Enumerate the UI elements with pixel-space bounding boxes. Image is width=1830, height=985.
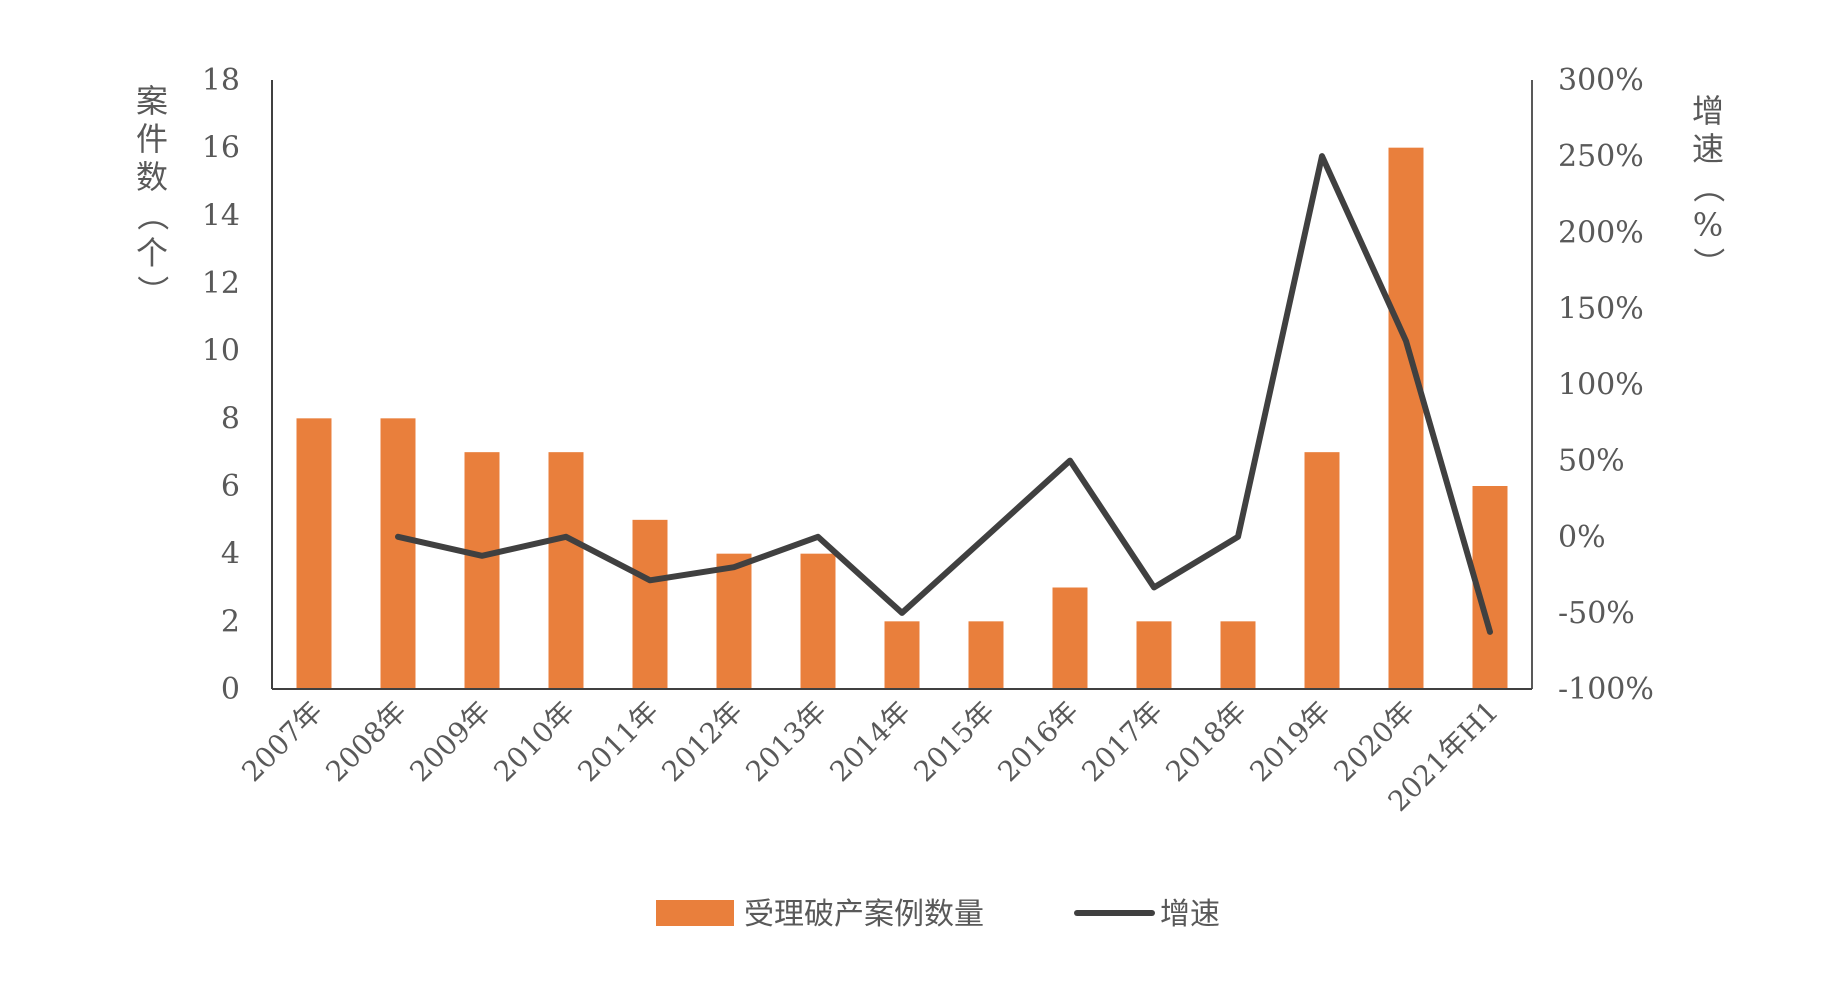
axis-title-char: （ (1689, 171, 1727, 203)
axis-title-char: 案 (136, 82, 168, 120)
growth-point-14 (1487, 629, 1493, 635)
y2-tick-label: 150% (1558, 291, 1644, 326)
bar-1 (380, 418, 416, 689)
right-axis-ticks: -100% -50% 0% 50% 100% 150% 200% 250% 300% (1558, 63, 1654, 707)
axis-title-char: ） (133, 275, 171, 307)
x-tick-label: 2007年 (235, 695, 329, 789)
y-tick-label: 2 (221, 604, 240, 639)
y2-tick-label: 0% (1558, 520, 1606, 555)
bar-5 (716, 553, 752, 689)
growth-point-8 (983, 534, 989, 540)
growth-point-11 (1235, 534, 1241, 540)
x-tick-label: 2010年 (487, 695, 581, 789)
x-tick-label: 2012年 (655, 695, 749, 789)
y-tick-label: 12 (202, 266, 240, 301)
bar-3 (548, 452, 584, 689)
bar-4 (632, 519, 668, 689)
y2-tick-label: -50% (1558, 596, 1635, 631)
growth-point-6 (815, 534, 821, 540)
x-tick-label: 2011年 (571, 695, 665, 789)
line-series (395, 153, 1493, 635)
axis-title-char: 增 (1692, 92, 1724, 130)
growth-point-10 (1151, 584, 1157, 590)
y-tick-label: 14 (202, 198, 240, 233)
legend-bar-swatch (656, 900, 734, 926)
x-axis-ticks: 2007年2008年2009年2010年2011年2012年2013年2014年… (235, 695, 1505, 818)
axis-title-char: （ (133, 199, 171, 231)
bar-11 (1220, 621, 1256, 689)
y-tick-label: 16 (202, 131, 240, 166)
y2-tick-label: -100% (1558, 672, 1654, 707)
x-tick-label: 2017年 (1075, 695, 1169, 789)
growth-point-4 (647, 577, 653, 583)
left-axis-ticks: 0 2 4 6 8 10 12 14 16 18 (202, 63, 240, 707)
axis-title-char: ） (1689, 247, 1727, 279)
y-tick-label: 6 (221, 469, 240, 504)
growth-point-5 (731, 564, 737, 570)
x-tick-label: 2014年 (823, 695, 917, 789)
legend: 受理破产案例数量 增速 (656, 897, 1220, 932)
y2-tick-label: 200% (1558, 215, 1644, 250)
x-tick-label: 2013年 (739, 695, 833, 789)
y-tick-label: 10 (202, 334, 240, 369)
bar-10 (1136, 621, 1172, 689)
axis-title-char: 速 (1692, 130, 1724, 168)
x-tick-label: 2015年 (907, 695, 1001, 789)
x-tick-label: 2019年 (1243, 695, 1337, 789)
bar-2 (464, 452, 500, 689)
legend-bar-label: 受理破产案例数量 (744, 897, 984, 932)
growth-point-7 (899, 610, 905, 616)
bar-8 (968, 621, 1004, 689)
growth-line (395, 153, 1493, 635)
growth-point-13 (1403, 338, 1409, 344)
y-tick-label: 0 (221, 672, 240, 707)
bar-series (296, 147, 1508, 689)
growth-point-12 (1319, 153, 1325, 159)
legend-line-label: 增速 (1160, 897, 1220, 932)
growth-point-2 (479, 553, 485, 559)
growth-point-9 (1067, 458, 1073, 464)
bar-12 (1304, 452, 1340, 689)
axis-title-char: % (1693, 206, 1723, 244)
bar-0 (296, 418, 332, 689)
x-tick-label: 2016年 (991, 695, 1085, 789)
bar-13 (1388, 147, 1424, 689)
y-tick-label: 18 (202, 63, 240, 98)
x-tick-label: 2018年 (1159, 695, 1253, 789)
axes (271, 80, 1533, 690)
y2-tick-label: 250% (1558, 139, 1644, 174)
y2-axis-title: 增速（%） (1689, 92, 1727, 279)
x-tick-label: 2009年 (403, 695, 497, 789)
bar-7 (884, 621, 920, 689)
y2-tick-label: 100% (1558, 368, 1644, 403)
bar-9 (1052, 587, 1088, 689)
axis-title-char: 个 (136, 234, 168, 272)
y-tick-label: 4 (221, 537, 240, 572)
axis-title-char: 数 (136, 158, 168, 196)
y2-tick-label: 300% (1558, 63, 1644, 98)
y2-tick-label: 50% (1558, 444, 1625, 479)
axis-titles: 案件数（个）增速（%） (133, 82, 1727, 307)
y-axis-title: 案件数（个） (133, 82, 171, 307)
growth-point-3 (563, 534, 569, 540)
x-tick-label: 2008年 (319, 695, 413, 789)
growth-point-1 (395, 534, 401, 540)
axis-title-char: 件 (136, 120, 168, 158)
bar-6 (800, 553, 836, 689)
y-tick-label: 8 (221, 401, 240, 436)
